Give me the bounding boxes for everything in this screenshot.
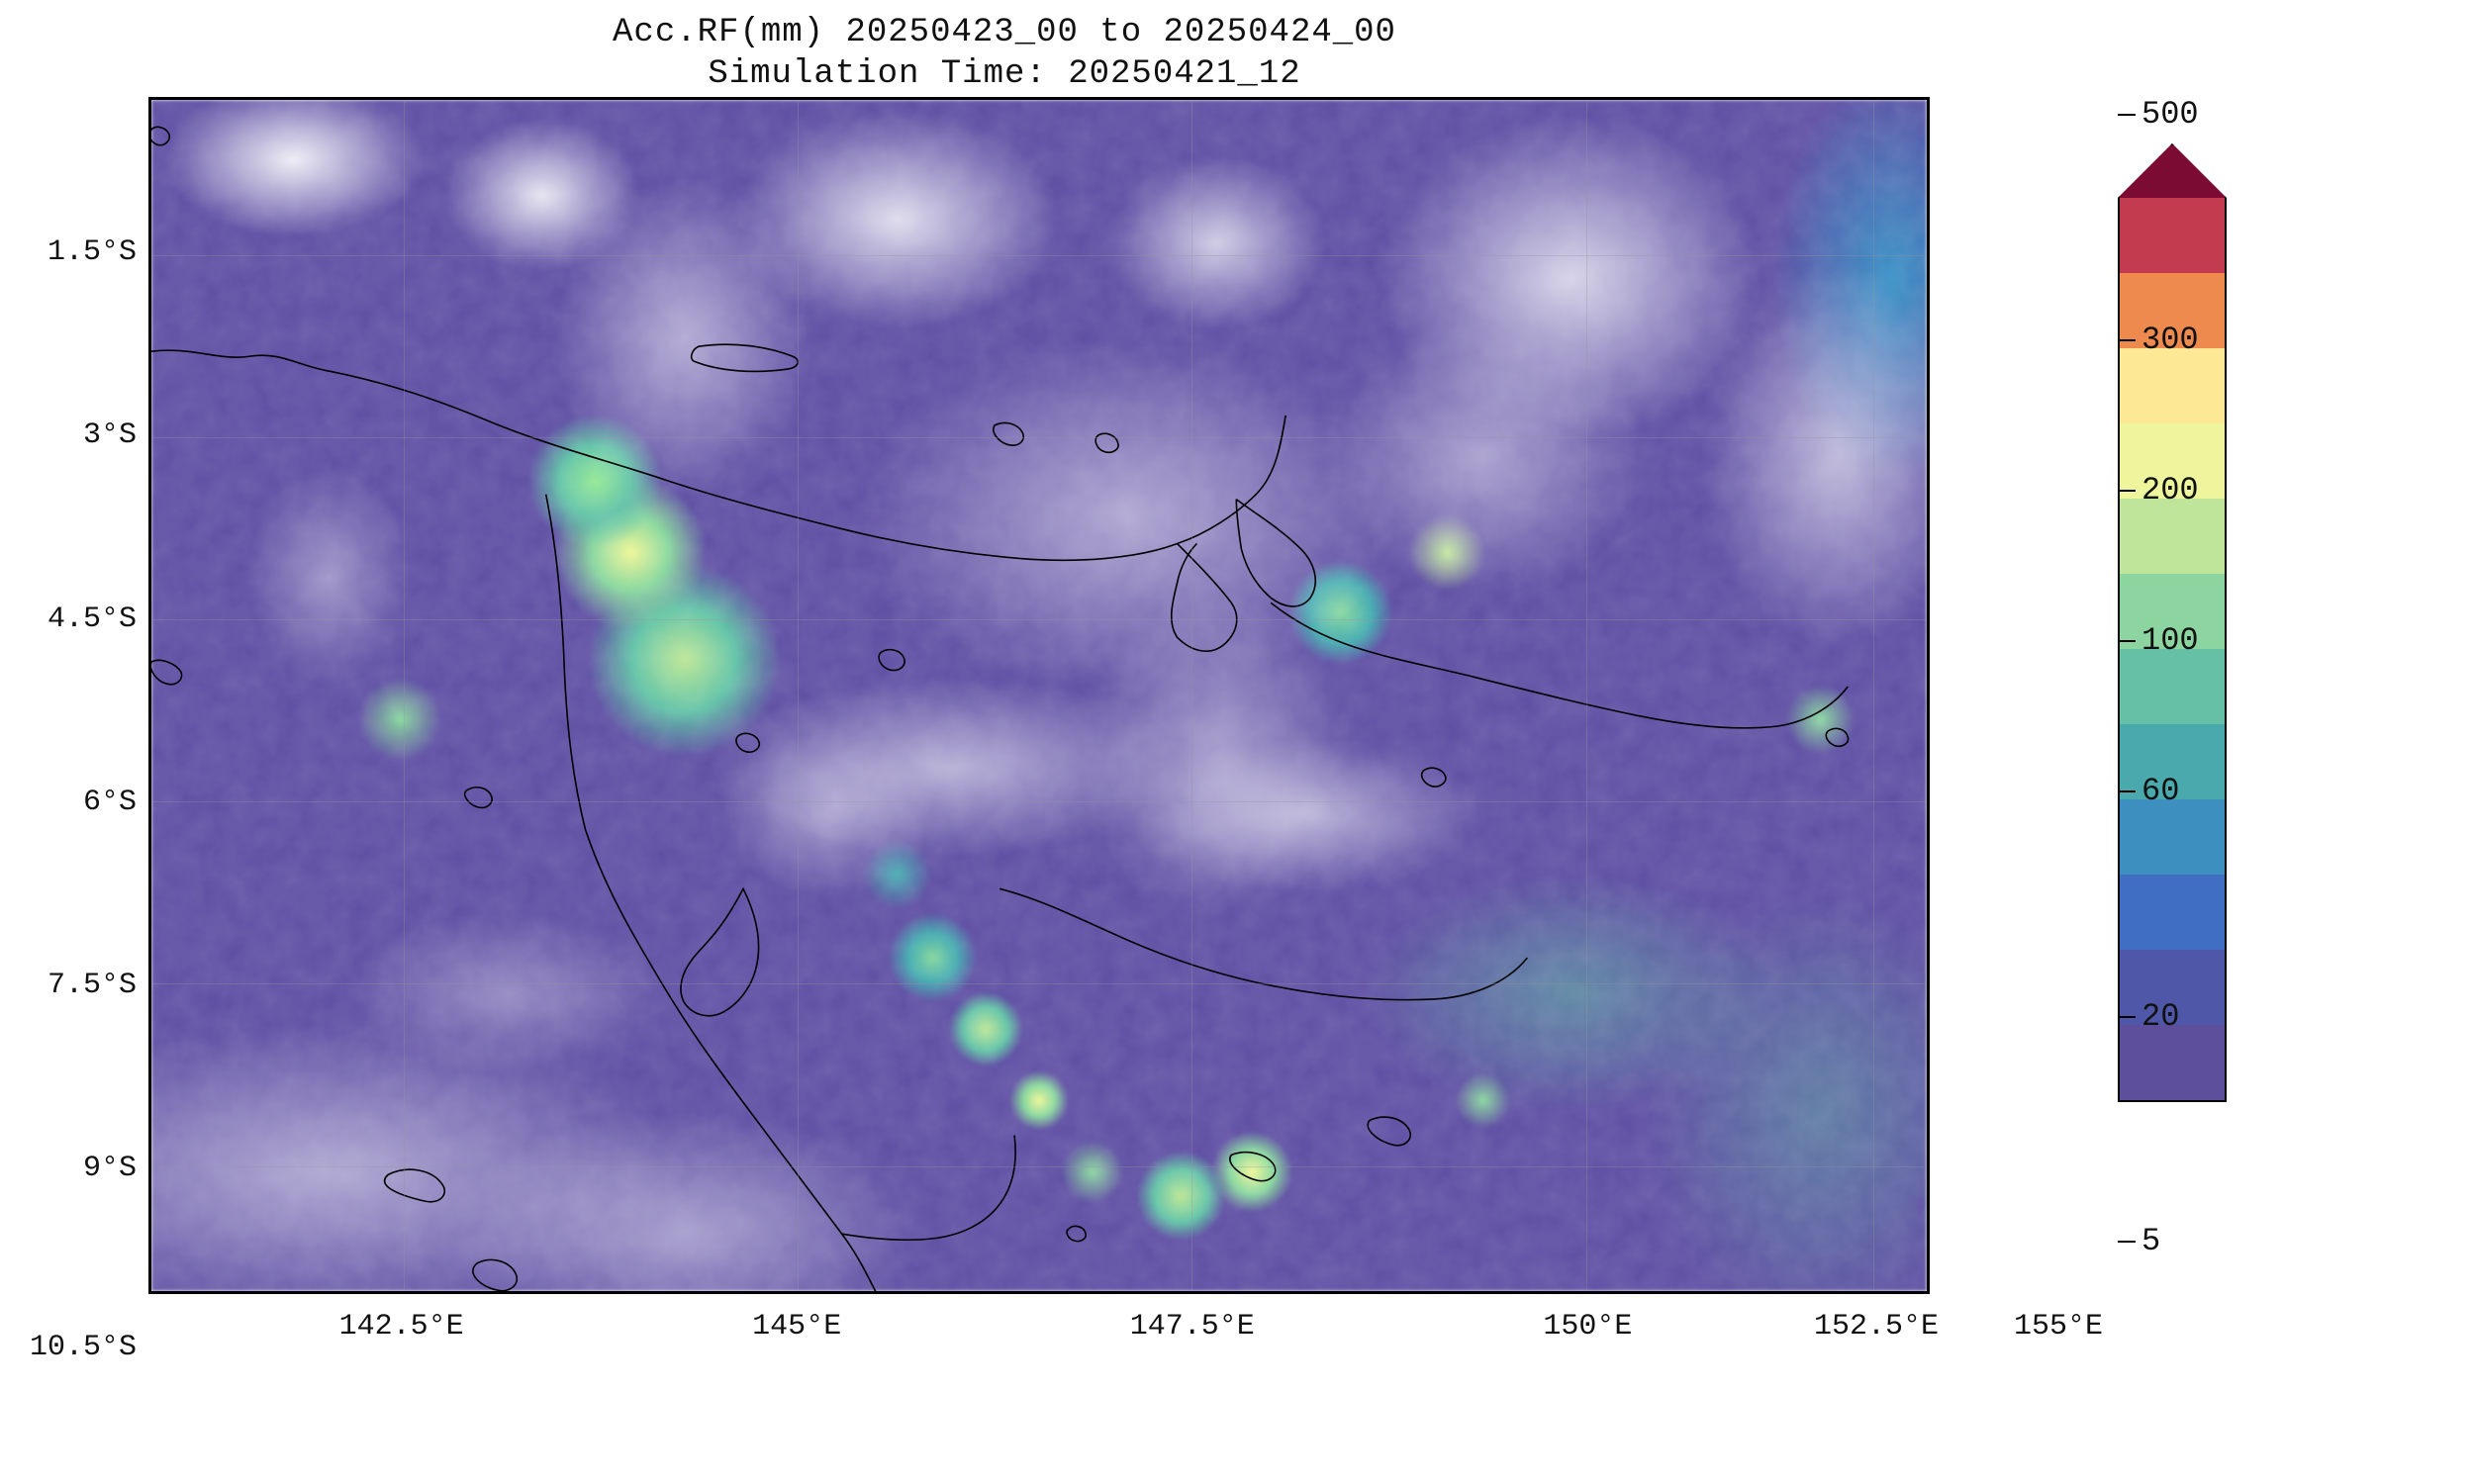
- y-tick-6: 10.5°S: [30, 1331, 137, 1364]
- x-tick-1: 145°E: [752, 1310, 841, 1344]
- cb-tick-20: 20: [2118, 998, 2179, 1035]
- y-tick-0: 1.5°S: [48, 235, 137, 269]
- colorbar-arrow-top: [2118, 143, 2227, 198]
- y-tick-4: 7.5°S: [48, 969, 137, 1002]
- x-tick-4: 152.5°E: [1814, 1310, 1939, 1344]
- x-tick-2: 147.5°E: [1130, 1310, 1255, 1344]
- colorbar-bottom-border: [2118, 1100, 2227, 1102]
- cb-tick-100: 100: [2118, 622, 2199, 659]
- cb-tick-500: 500: [2118, 96, 2199, 133]
- y-tick-3: 6°S: [83, 786, 137, 819]
- x-axis-label-group: 142.5°E 145°E 147.5°E 150°E 152.5°E 155°…: [148, 1298, 1930, 1357]
- rainfall-map-plot[interactable]: [148, 97, 1930, 1294]
- y-tick-2: 4.5°S: [48, 603, 137, 636]
- cb-tick-60: 60: [2118, 773, 2179, 809]
- x-tick-0: 142.5°E: [339, 1310, 464, 1344]
- title-line-2: Simulation Time: 20250421_12: [0, 55, 2009, 93]
- y-axis-label-group: 1.5°S 3°S 4.5°S 6°S 7.5°S 9°S 10.5°S: [0, 97, 148, 1294]
- x-tick-3: 150°E: [1543, 1310, 1632, 1344]
- title-line-1: Acc.RF(mm) 20250423_00 to 20250424_00: [0, 14, 2009, 51]
- weather-map-app: Acc.RF(mm) 20250423_00 to 20250424_00 Si…: [0, 0, 2474, 1484]
- title-block: Acc.RF(mm) 20250423_00 to 20250424_00 Si…: [0, 14, 2009, 93]
- y-tick-5: 9°S: [83, 1152, 137, 1185]
- cb-tick-5: 5: [2118, 1223, 2160, 1259]
- cb-tick-200: 200: [2118, 472, 2199, 509]
- plot-gridlines: [151, 100, 1927, 1291]
- cb-tick-300: 300: [2118, 322, 2199, 358]
- colorbar-edge-tick: [1918, 1196, 1921, 1216]
- y-tick-1: 3°S: [83, 418, 137, 452]
- x-tick-5-visible: 155°E: [2014, 1310, 2103, 1344]
